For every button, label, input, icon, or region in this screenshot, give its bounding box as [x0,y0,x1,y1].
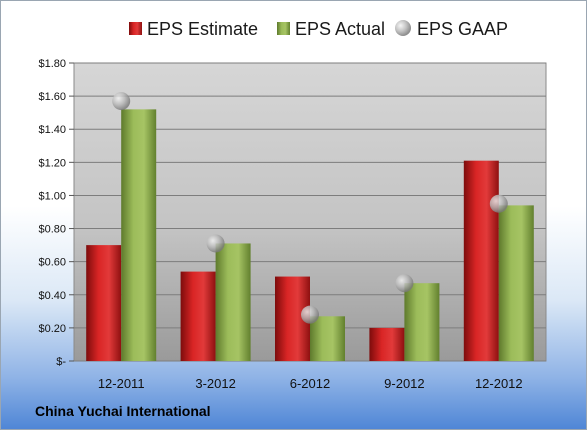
company-name: China Yuchai International [35,403,211,419]
legend-label-eps-gaap: EPS GAAP [417,19,508,39]
legend-marker-eps-gaap [395,20,411,36]
y-tick-label: $0.20 [38,323,66,335]
bar-eps-estimate [180,271,216,361]
marker-eps-gaap [395,274,414,293]
x-axis-ticks: 12-2011 3-2012 6-2012 9-2012 12-2012 [98,376,523,391]
y-tick-label: $0.40 [38,290,66,302]
legend-swatch-eps-estimate [129,22,142,35]
marker-eps-gaap [206,234,225,253]
bar-eps-actual [498,205,534,361]
legend-swatch-eps-actual [277,22,290,35]
legend-label-eps-estimate: EPS Estimate [147,19,258,39]
x-tick-label: 9-2012 [384,376,424,391]
legend-label-eps-actual: EPS Actual [295,19,385,39]
x-tick-label: 3-2012 [195,376,235,391]
bar-eps-actual [215,243,251,361]
y-tick-label: $0.60 [38,257,66,269]
y-tick-label: $1.00 [38,190,66,202]
x-tick-label: 6-2012 [290,376,330,391]
x-tick-label: 12-2011 [98,376,145,391]
marker-eps-gaap [489,194,508,213]
bar-eps-actual [404,283,440,361]
legend: EPS Estimate EPS Actual EPS GAAP [129,19,508,39]
bar-eps-estimate [463,160,499,361]
marker-eps-gaap [112,92,131,111]
y-axis-ticks: $- $0.20 $0.40 $0.60 $0.80 $1.00 $1.20 $1.40 $1.… [38,58,74,368]
y-tick-label: $1.80 [38,58,66,70]
x-tick-label: 12-2012 [475,376,523,391]
y-tick-label: $- [56,356,66,368]
y-tick-label: $1.60 [38,91,66,103]
gaap-markers [112,92,508,324]
y-tick-label: $0.80 [38,224,66,236]
y-tick-label: $1.40 [38,124,66,136]
marker-eps-gaap [301,305,319,324]
bar-eps-actual [310,316,345,361]
bar-eps-actual [121,109,157,361]
y-tick-label: $1.20 [38,157,66,169]
bar-eps-estimate [369,327,405,361]
bar-eps-estimate [86,245,122,361]
